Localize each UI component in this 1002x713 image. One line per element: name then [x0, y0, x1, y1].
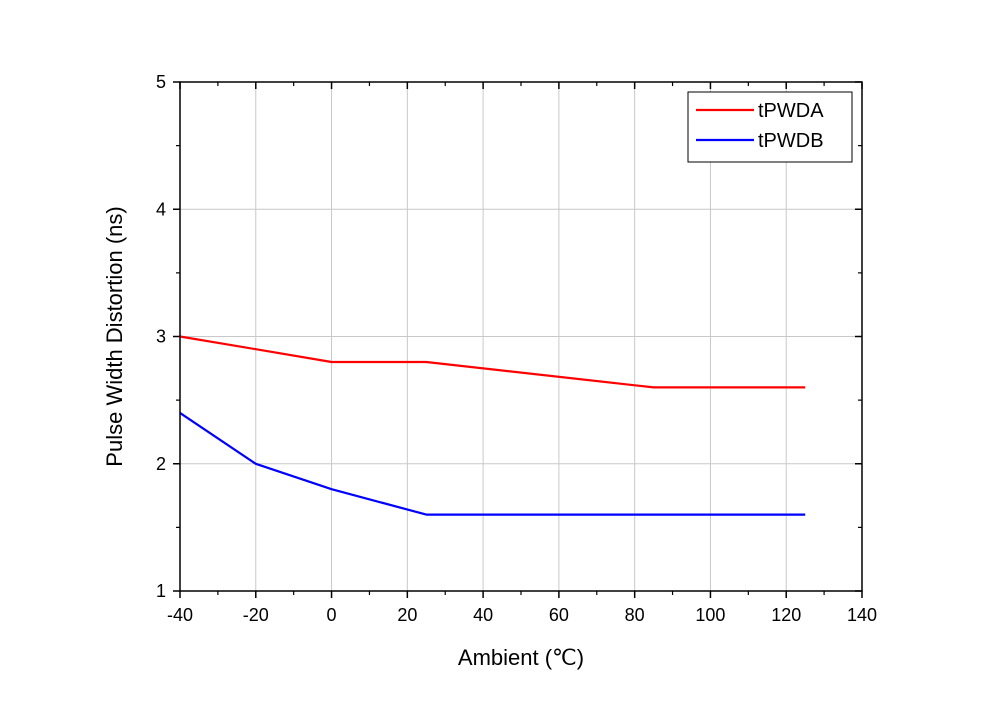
x-tick-label: -40	[167, 605, 193, 625]
x-axis-title: Ambient (℃)	[458, 645, 584, 670]
x-tick-label: 0	[327, 605, 337, 625]
y-tick-label: 2	[156, 454, 166, 474]
grid-lines	[180, 82, 862, 591]
axis-ticks	[173, 81, 863, 598]
x-tick-label: -20	[243, 605, 269, 625]
legend-label-tPWDA: tPWDA	[758, 100, 824, 122]
tick-labels: -40 -20 0 20 40 60 80 100 120 140 1 2 3 4 5	[156, 72, 877, 625]
y-tick-label: 1	[156, 581, 166, 601]
series-line-tPWDB	[179, 411, 806, 516]
series-lines	[179, 335, 806, 516]
x-tick-label: 20	[397, 605, 417, 625]
legend: tPWDA tPWDB	[687, 91, 853, 163]
legend-label-tPWDB: tPWDB	[758, 130, 824, 152]
x-tick-label: 100	[695, 605, 725, 625]
x-tick-label: 140	[847, 605, 877, 625]
series-line-tPWDA	[179, 335, 806, 389]
legend-box	[687, 91, 853, 163]
y-axis-title: Pulse Width Distortion (ns)	[102, 206, 127, 466]
x-tick-label: 80	[625, 605, 645, 625]
x-tick-label: 120	[771, 605, 801, 625]
y-tick-label: 4	[156, 199, 166, 219]
y-tick-label: 3	[156, 327, 166, 347]
x-tick-label: 60	[549, 605, 569, 625]
y-tick-label: 5	[156, 72, 166, 92]
x-tick-label: 40	[473, 605, 493, 625]
